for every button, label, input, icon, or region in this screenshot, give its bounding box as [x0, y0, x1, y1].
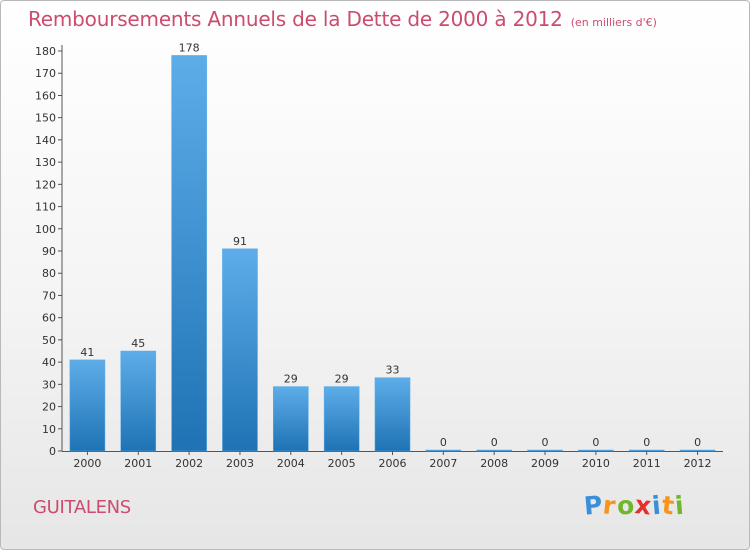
y-tick-label: 50 — [42, 334, 56, 347]
y-tick-label: 20 — [42, 401, 56, 414]
y-tick-label: 10 — [42, 423, 56, 436]
x-tick-label: 2006 — [379, 457, 407, 470]
y-tick-label: 170 — [35, 67, 56, 80]
x-tick-label: 2010 — [582, 457, 610, 470]
data-label: 0 — [694, 436, 701, 449]
proxiti-logo: Proxiti — [583, 490, 686, 521]
x-tick-label: 2012 — [684, 457, 712, 470]
data-label: 91 — [233, 235, 247, 248]
commune-name: GUITALENS — [33, 497, 131, 518]
data-label: 0 — [643, 436, 650, 449]
data-label: 0 — [542, 436, 549, 449]
y-tick-label: 150 — [35, 112, 56, 125]
x-tick-label: 2002 — [175, 457, 203, 470]
bar — [527, 449, 563, 452]
bar — [628, 449, 665, 452]
bar — [273, 386, 309, 452]
logo-letter: i — [673, 490, 686, 521]
x-tick-label: 2007 — [429, 457, 457, 470]
bar — [171, 55, 207, 452]
y-tick-label: 30 — [42, 378, 56, 391]
x-tick-label: 2005 — [328, 457, 356, 470]
data-label: 0 — [440, 436, 447, 449]
y-tick-label: 120 — [35, 178, 56, 191]
y-tick-label: 90 — [42, 245, 56, 258]
bar — [120, 350, 157, 452]
y-tick-label: 130 — [35, 156, 56, 169]
bar — [69, 359, 106, 452]
y-tick-label: 140 — [35, 134, 56, 147]
y-tick-label: 110 — [35, 201, 56, 214]
y-tick-label: 0 — [49, 445, 56, 458]
y-tick-label: 80 — [42, 267, 56, 280]
data-label: 0 — [592, 436, 599, 449]
bar — [425, 449, 462, 452]
y-tick-label: 160 — [35, 89, 56, 102]
x-tick-label: 2003 — [226, 457, 254, 470]
y-tick-label: 70 — [42, 289, 56, 302]
title-text: Remboursements Annuels de la Dette de 20… — [28, 7, 563, 31]
y-tick-label: 60 — [42, 312, 56, 325]
x-tick-label: 2009 — [531, 457, 559, 470]
title-unit: (en milliers d'€) — [570, 16, 657, 29]
data-label: 41 — [80, 346, 94, 359]
chart-title: Remboursements Annuels de la Dette de 20… — [28, 7, 657, 31]
data-label: 178 — [179, 41, 200, 54]
x-tick-label: 2008 — [480, 457, 508, 470]
y-tick-label: 100 — [35, 223, 56, 236]
x-tick-label: 2000 — [73, 457, 101, 470]
data-label: 45 — [131, 337, 145, 350]
bar — [323, 386, 360, 452]
data-label: 29 — [335, 373, 349, 386]
x-tick-label: 2011 — [633, 457, 661, 470]
x-tick-label: 2001 — [124, 457, 152, 470]
data-label: 29 — [284, 373, 298, 386]
data-label: 33 — [386, 364, 400, 377]
bar — [578, 449, 614, 452]
bar — [374, 377, 411, 452]
data-label: 0 — [491, 436, 498, 449]
bar — [222, 248, 258, 452]
y-tick-label: 40 — [42, 356, 56, 369]
bar — [679, 449, 716, 452]
bar — [476, 449, 512, 452]
y-tick-label: 180 — [35, 45, 56, 58]
x-tick-label: 2004 — [277, 457, 305, 470]
